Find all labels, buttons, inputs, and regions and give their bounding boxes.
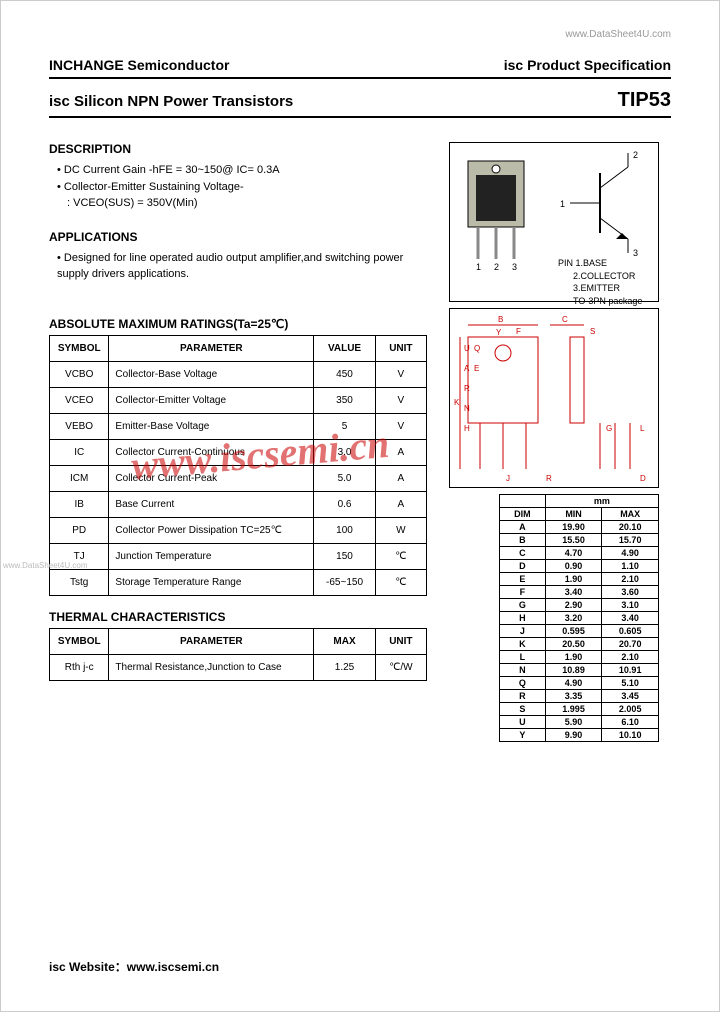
table-row: A19.9020.10 (500, 521, 659, 534)
table-row: U5.906.10 (500, 716, 659, 729)
dim-col-min: MIN (545, 508, 602, 521)
pkg-pin-num-2: 2 (494, 261, 499, 274)
svg-text:N: N (464, 404, 470, 413)
svg-text:F: F (516, 327, 521, 336)
table-row: IBBase Current0.6A (50, 491, 427, 517)
table-row: D0.901.10 (500, 560, 659, 573)
table-row: K20.5020.70 (500, 638, 659, 651)
svg-text:K: K (454, 398, 460, 407)
desc-line-2: Collector-Emitter Sustaining Voltage- (57, 179, 429, 196)
dimensions-table: mm DIM MIN MAX A19.9020.10B15.5015.70C4.… (499, 494, 659, 742)
header-left: INCHANGE Semiconductor (49, 57, 229, 73)
svg-text:A: A (464, 364, 470, 373)
desc-line-1: DC Current Gain -hFE = 30~150@ IC= 0.3A (57, 162, 429, 179)
ratings-col-parameter: PARAMETER (109, 335, 314, 361)
desc-sub: : VCEO(SUS) = 350V(Min) (67, 195, 429, 212)
thermal-heading: THERMAL CHARACTERISTICS (49, 610, 429, 624)
table-row: C4.704.90 (500, 547, 659, 560)
dim-col-max: MAX (602, 508, 659, 521)
title-row: isc Silicon NPN Power Transistors TIP53 (49, 89, 671, 118)
svg-text:S: S (590, 327, 595, 336)
svg-text:H: H (464, 424, 470, 433)
svg-text:J: J (506, 474, 510, 483)
applications-text: Designed for line operated audio output … (57, 250, 429, 283)
ratings-col-unit: UNIT (375, 335, 426, 361)
header-row: INCHANGE Semiconductor isc Product Speci… (49, 57, 671, 79)
svg-text:E: E (474, 364, 479, 373)
svg-text:L: L (640, 424, 645, 433)
applications-heading: APPLICATIONS (49, 230, 429, 244)
table-row: TstgStorage Temperature Range-65~150℃ (50, 569, 427, 595)
table-row: VCEOCollector-Emitter Voltage350V (50, 387, 427, 413)
thermal-col-max: MAX (314, 628, 375, 654)
dim-unit-header: mm (545, 495, 658, 508)
pin-1-label: 1.BASE (576, 258, 608, 268)
table-row: Rth j-cThermal Resistance,Junction to Ca… (50, 654, 427, 680)
pins-heading: PIN (558, 258, 573, 268)
pkg-sym-1: 1 (560, 198, 565, 211)
table-row: J0.5950.605 (500, 625, 659, 638)
table-row: PDCollector Power Dissipation TC=25℃100W (50, 517, 427, 543)
ratings-col-symbol: SYMBOL (50, 335, 109, 361)
table-row: Y9.9010.10 (500, 729, 659, 742)
mechanical-drawing: B C F S Y U Q A E R N H K G L (449, 308, 659, 488)
top-url: www.DataSheet4U.com (565, 29, 671, 40)
svg-text:D: D (640, 474, 646, 483)
table-row: S1.9952.005 (500, 703, 659, 716)
mech-svg: B C F S Y U Q A E R N H K G L (450, 309, 660, 489)
part-number: TIP53 (618, 89, 671, 112)
table-row: N10.8910.91 (500, 664, 659, 677)
table-row: E1.902.10 (500, 573, 659, 586)
doc-title: isc Silicon NPN Power Transistors (49, 93, 293, 110)
table-row: B15.5015.70 (500, 534, 659, 547)
ratings-table: SYMBOL PARAMETER VALUE UNIT VCBOCollecto… (49, 335, 427, 596)
svg-text:G: G (606, 424, 612, 433)
ratings-heading: ABSOLUTE MAXIMUM RATINGS(Ta=25℃) (49, 317, 429, 331)
table-row: F3.403.60 (500, 586, 659, 599)
svg-text:Y: Y (496, 328, 502, 337)
pkg-type: TO-3PN package (573, 296, 642, 306)
pkg-pin-num-1: 1 (476, 261, 481, 274)
table-row: VEBOEmitter-Base Voltage5V (50, 413, 427, 439)
thermal-col-symbol: SYMBOL (50, 628, 109, 654)
dim-col-dim: DIM (500, 508, 546, 521)
table-row: H3.203.40 (500, 612, 659, 625)
table-row: TJJunction Temperature150℃ (50, 543, 427, 569)
table-row: Q4.905.10 (500, 677, 659, 690)
pin-3-label: 3.EMITTER (573, 283, 620, 293)
table-row: G2.903.10 (500, 599, 659, 612)
side-watermark: www.DataSheet4U.com (3, 561, 87, 570)
svg-text:R: R (546, 474, 552, 483)
footer: isc Website：www.iscsemi.cn (49, 958, 219, 975)
package-diagram: 1 2 3 1 2 3 PIN 1.BASE 2.COLLECTOR 3.EMI… (449, 142, 659, 302)
pin-2-label: 2.COLLECTOR (573, 271, 635, 281)
header-right: isc Product Specification (504, 57, 671, 73)
pkg-sym-2: 2 (633, 149, 638, 162)
table-row: ICCollector Current-Continuous3.0A (50, 439, 427, 465)
svg-text:U: U (464, 344, 470, 353)
thermal-table: SYMBOL PARAMETER MAX UNIT Rth j-cThermal… (49, 628, 427, 681)
table-row: ICMCollector Current-Peak5.0A (50, 465, 427, 491)
table-row: VCBOCollector-Base Voltage450V (50, 361, 427, 387)
table-row: R3.353.45 (500, 690, 659, 703)
svg-text:C: C (562, 315, 568, 324)
svg-text:R: R (464, 384, 470, 393)
thermal-col-parameter: PARAMETER (109, 628, 314, 654)
table-row: L1.902.10 (500, 651, 659, 664)
svg-text:Q: Q (474, 344, 480, 353)
ratings-col-value: VALUE (314, 335, 375, 361)
description-heading: DESCRIPTION (49, 142, 429, 156)
svg-text:B: B (498, 315, 503, 324)
thermal-col-unit: UNIT (375, 628, 426, 654)
pkg-pin-num-3: 3 (512, 261, 517, 274)
